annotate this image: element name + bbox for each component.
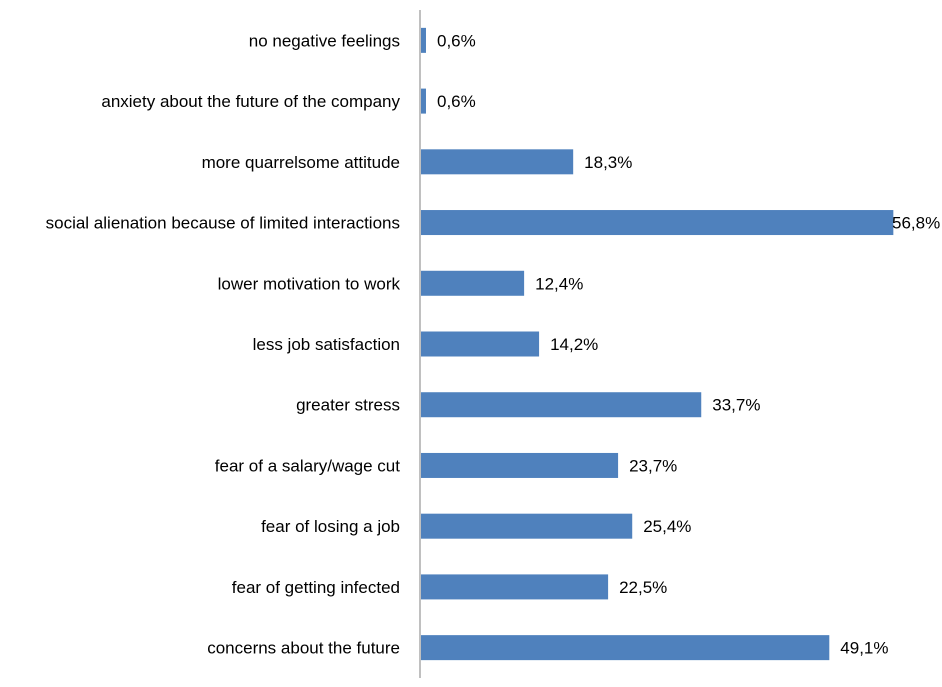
value-label-3: 56,8% — [892, 214, 940, 233]
bar-2 — [421, 149, 574, 175]
bar-8 — [421, 513, 633, 539]
value-label-8: 25,4% — [643, 517, 691, 536]
category-label-7: fear of a salary/wage cut — [215, 456, 400, 475]
bar-0 — [421, 27, 426, 53]
bar-3 — [421, 210, 894, 236]
value-label-2: 18,3% — [584, 153, 632, 172]
category-label-5: less job satisfaction — [253, 335, 400, 354]
category-label-0: no negative feelings — [249, 31, 400, 50]
category-label-9: fear of getting infected — [232, 578, 400, 597]
bar-6 — [421, 392, 702, 418]
value-label-7: 23,7% — [629, 456, 677, 475]
bar-1 — [421, 88, 426, 114]
value-label-6: 33,7% — [712, 396, 760, 415]
value-labels-group: 0,6% 0,6% 18,3% 56,8% 12,4% 14,2% 33,7% 23,7% 25… — [437, 31, 940, 657]
bar-10 — [421, 635, 830, 661]
category-label-8: fear of losing a job — [261, 517, 400, 536]
category-label-1: anxiety about the future of the company — [101, 92, 400, 111]
value-label-9: 22,5% — [619, 578, 667, 597]
bar-9 — [421, 574, 609, 600]
category-labels-group: no negative feelings anxiety about the fu… — [46, 31, 401, 657]
value-label-4: 12,4% — [535, 274, 583, 293]
category-label-4: lower motivation to work — [218, 274, 401, 293]
category-label-6: greater stress — [296, 396, 400, 415]
value-label-5: 14,2% — [550, 335, 598, 354]
category-label-3: social alienation because of limited int… — [46, 214, 400, 233]
value-label-1: 0,6% — [437, 92, 476, 111]
value-label-0: 0,6% — [437, 31, 476, 50]
category-label-2: more quarrelsome attitude — [202, 153, 400, 172]
bar-4 — [421, 270, 525, 296]
bar-5 — [421, 331, 540, 357]
value-label-10: 49,1% — [840, 639, 888, 658]
bars-group — [421, 27, 894, 661]
category-label-10: concerns about the future — [207, 639, 400, 658]
bar-7 — [421, 452, 619, 478]
